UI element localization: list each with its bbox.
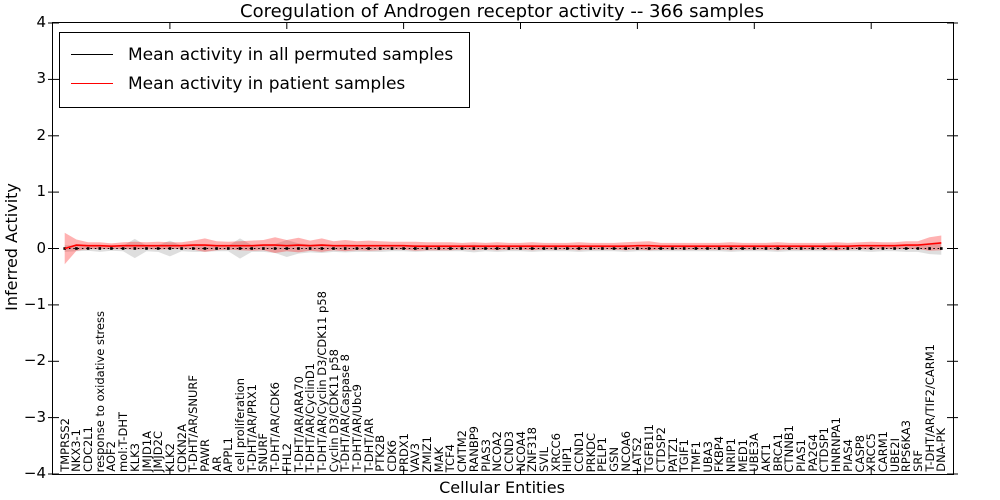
y-tick-label: 2 [36,125,46,144]
patient-line-swatch-icon [71,83,113,84]
legend-item-patient: Mean activity in patient samples [71,69,453,98]
y-tick-label: 4 [36,13,46,31]
y-tick-label: −2 [23,351,46,370]
x-tick-label: DNA-PK [934,428,949,472]
permuted-line-swatch-icon [71,54,113,55]
legend-label-patient: Mean activity in patient samples [128,73,406,94]
y-tick-label: 1 [36,182,46,201]
plot-area: TMPRSS2 NKX3-1 CDC2L1 response to oxidative… [48,22,958,475]
y-tick-label: −4 [23,464,46,482]
y-tick-label: 0 [36,238,46,257]
chart-canvas [48,22,958,475]
y-tick-label: −3 [23,407,46,426]
legend-label-permuted: Mean activity in all permuted samples [128,44,454,65]
legend-item-permuted: Mean activity in all permuted samples [71,40,453,69]
chart-title: Coregulation of Androgen receptor activi… [240,1,764,22]
y-tick-label: −1 [23,294,46,313]
x-axis-label: Cellular Entities [439,478,565,497]
y-tick-label: 3 [36,69,46,88]
legend: Mean activity in all permuted samples Me… [59,32,471,108]
